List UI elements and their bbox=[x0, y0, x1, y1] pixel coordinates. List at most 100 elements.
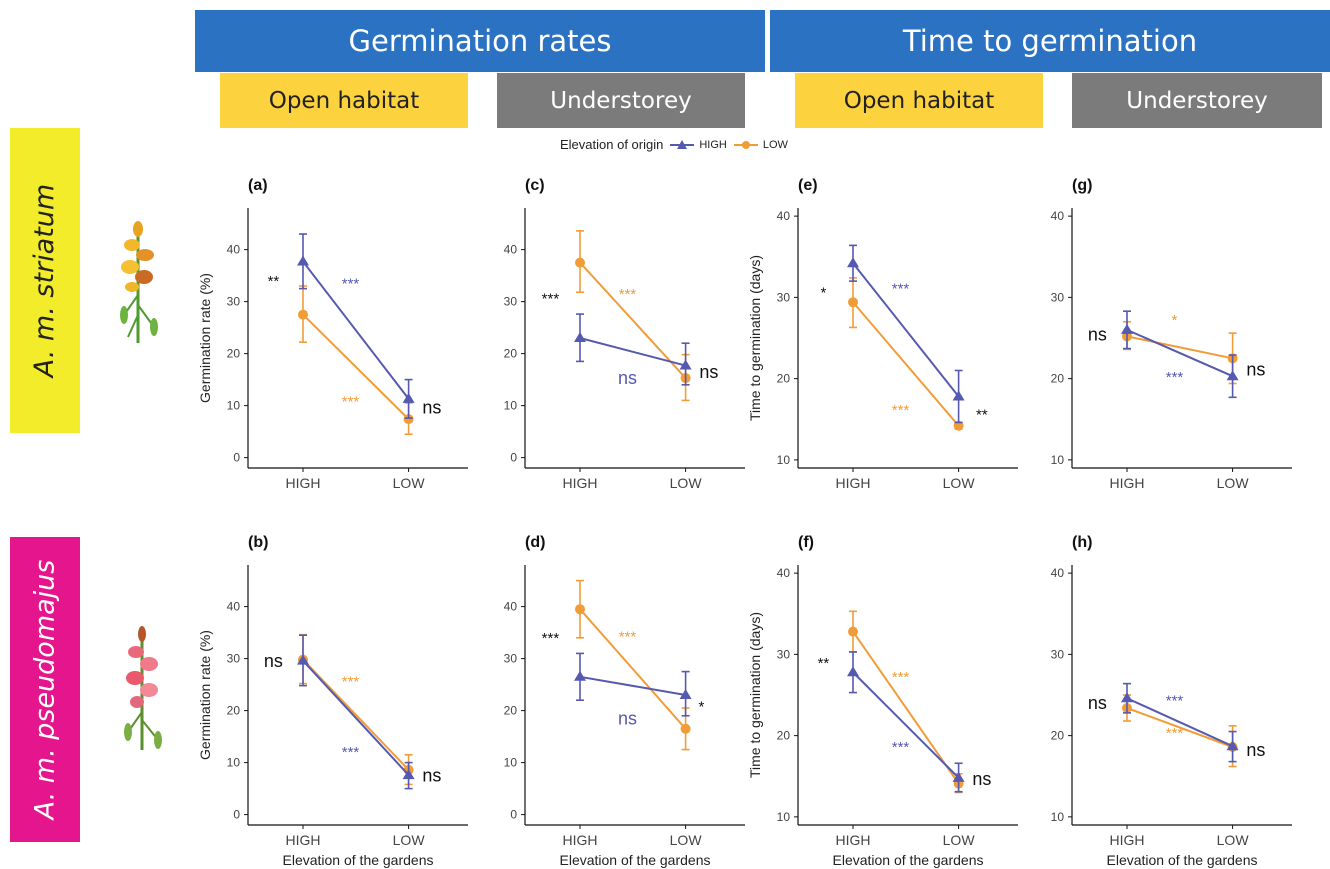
x-tick-label-a-HIGH: HIGH bbox=[286, 475, 321, 491]
y-tick-label-a-20: 20 bbox=[227, 347, 241, 361]
series-line-h-high bbox=[1126, 697, 1234, 748]
y-tick-label-d-20: 20 bbox=[504, 704, 518, 718]
annotation-f-3: ns bbox=[972, 769, 991, 789]
pink-snapdragon-flower-icon bbox=[124, 626, 162, 750]
x-axis-label-h: Elevation of the gardens bbox=[1107, 852, 1258, 868]
x-tick-label-f-HIGH: HIGH bbox=[836, 832, 871, 848]
series-line-e-low bbox=[852, 301, 960, 427]
annotation-e-1: *** bbox=[892, 280, 910, 297]
annotation-d-1: *** bbox=[619, 628, 637, 645]
point-d-high-0 bbox=[574, 670, 586, 681]
annotation-a-0: ** bbox=[268, 273, 280, 290]
header-germination-rates: Germination rates bbox=[195, 10, 765, 72]
y-tick-label-h-40: 40 bbox=[1051, 566, 1065, 580]
annotation-a-2: *** bbox=[342, 394, 360, 411]
annotation-e-0: * bbox=[821, 284, 827, 301]
yellow-snapdragon-flower-icon bbox=[120, 221, 158, 343]
y-tick-label-g-10: 10 bbox=[1051, 453, 1065, 467]
point-e-high-0 bbox=[847, 257, 859, 268]
x-tick-label-g-LOW: LOW bbox=[1217, 475, 1250, 491]
y-axis-label-e: Time to germination (days) bbox=[747, 255, 763, 421]
panel-label-e: (e) bbox=[798, 177, 818, 194]
subheader-understorey-2-label: Understorey bbox=[1126, 87, 1268, 114]
legend-low-label: LOW bbox=[762, 138, 788, 151]
x-tick-label-e-HIGH: HIGH bbox=[836, 475, 871, 491]
x-tick-label-d-HIGH: HIGH bbox=[563, 832, 598, 848]
annotation-f-0: ** bbox=[818, 655, 830, 672]
annotation-g-3: ns bbox=[1246, 359, 1265, 379]
panel-label-g: (g) bbox=[1072, 177, 1092, 194]
panel-e: (e) 10 20 30 40 HIGH LOW Time to germination (d… bbox=[747, 177, 1018, 491]
panel-b: (b) 0 10 20 30 40 HIGH LOW Germination rate (%) E… bbox=[197, 534, 468, 868]
y-tick-label-d-10: 10 bbox=[504, 756, 518, 770]
series-line-d-low bbox=[579, 608, 687, 730]
point-a-high-0 bbox=[297, 255, 309, 266]
annotation-g-0: ns bbox=[1088, 324, 1107, 344]
subheader-open-habitat-1: Open habitat bbox=[220, 73, 468, 128]
annotation-f-2: *** bbox=[892, 739, 910, 756]
y-tick-label-b-20: 20 bbox=[227, 704, 241, 718]
x-axis-label-d: Elevation of the gardens bbox=[560, 852, 711, 868]
point-b-high-1 bbox=[402, 769, 415, 780]
panel-a: (a) 0 10 20 30 40 HIGH LOW Germination rate (%) *… bbox=[197, 177, 468, 491]
x-tick-label-h-LOW: LOW bbox=[1217, 832, 1250, 848]
row-label-striatum: A. m. striatum bbox=[10, 128, 80, 433]
y-tick-label-c-20: 20 bbox=[504, 347, 518, 361]
annotation-h-0: ns bbox=[1088, 693, 1107, 713]
point-c-low-0 bbox=[575, 257, 585, 268]
panel-d: (d) 0 10 20 30 40 HIGH LOW Elevation of the gard… bbox=[504, 534, 745, 868]
subheader-understorey-1-label: Understorey bbox=[550, 87, 692, 114]
y-tick-label-a-30: 30 bbox=[227, 295, 241, 309]
annotation-g-2: *** bbox=[1166, 369, 1184, 386]
point-d-high-1 bbox=[679, 689, 692, 699]
subheader-understorey-2: Understorey bbox=[1072, 73, 1322, 128]
point-h-high-1 bbox=[1226, 740, 1239, 751]
y-tick-label-g-30: 30 bbox=[1051, 290, 1065, 304]
annotation-e-3: ** bbox=[976, 406, 988, 423]
subheader-open-habitat-1-label: Open habitat bbox=[268, 87, 420, 114]
y-tick-label-h-30: 30 bbox=[1051, 647, 1065, 661]
annotation-c-0: *** bbox=[542, 291, 560, 308]
x-tick-label-f-LOW: LOW bbox=[943, 832, 976, 848]
annotation-a-3: ns bbox=[422, 397, 441, 417]
panel-label-a: (a) bbox=[248, 177, 268, 194]
y-tick-label-b-10: 10 bbox=[227, 756, 241, 770]
subheader-understorey-1: Understorey bbox=[497, 73, 745, 128]
panel-c: (c) 0 10 20 30 40 HIGH LOW *** *** ns ns bbox=[504, 177, 745, 491]
point-c-high-0 bbox=[574, 332, 586, 342]
series-line-c-low bbox=[579, 261, 687, 379]
panel-f: (f) 10 20 30 40 HIGH LOW Time to germination (d… bbox=[747, 534, 1018, 868]
panel-label-c: (c) bbox=[525, 177, 545, 194]
point-g-high-1 bbox=[1226, 370, 1239, 381]
y-axis-label-a: Germination rate (%) bbox=[197, 273, 213, 403]
y-tick-label-e-10: 10 bbox=[777, 453, 791, 467]
point-c-high-1 bbox=[679, 359, 692, 370]
series-line-f-low bbox=[852, 631, 960, 785]
y-tick-label-a-40: 40 bbox=[227, 243, 241, 257]
y-tick-label-c-30: 30 bbox=[504, 295, 518, 309]
y-tick-label-d-40: 40 bbox=[504, 600, 518, 614]
x-axis-label-b: Elevation of the gardens bbox=[283, 852, 434, 868]
point-a-low-1 bbox=[403, 414, 414, 425]
series-line-c-high bbox=[579, 337, 686, 367]
legend: Elevation of origin HIGH LOW bbox=[560, 137, 788, 152]
annotation-f-1: *** bbox=[892, 669, 910, 686]
series-line-b-low bbox=[302, 658, 410, 771]
x-tick-label-b-HIGH: HIGH bbox=[286, 832, 321, 848]
y-tick-label-b-40: 40 bbox=[227, 600, 241, 614]
series-line-h-low bbox=[1126, 707, 1233, 748]
y-tick-label-h-10: 10 bbox=[1051, 810, 1065, 824]
y-tick-label-b-30: 30 bbox=[227, 652, 241, 666]
y-tick-label-g-40: 40 bbox=[1051, 209, 1065, 223]
x-tick-label-c-LOW: LOW bbox=[670, 475, 703, 491]
y-tick-label-b-0: 0 bbox=[233, 808, 240, 822]
y-tick-label-e-30: 30 bbox=[777, 290, 791, 304]
annotation-b-3: ns bbox=[422, 765, 441, 785]
annotation-d-3: * bbox=[699, 699, 705, 716]
annotation-d-2: ns bbox=[618, 709, 637, 729]
y-tick-label-f-10: 10 bbox=[777, 810, 791, 824]
point-b-high-0 bbox=[297, 654, 309, 665]
y-tick-label-c-10: 10 bbox=[504, 399, 518, 413]
